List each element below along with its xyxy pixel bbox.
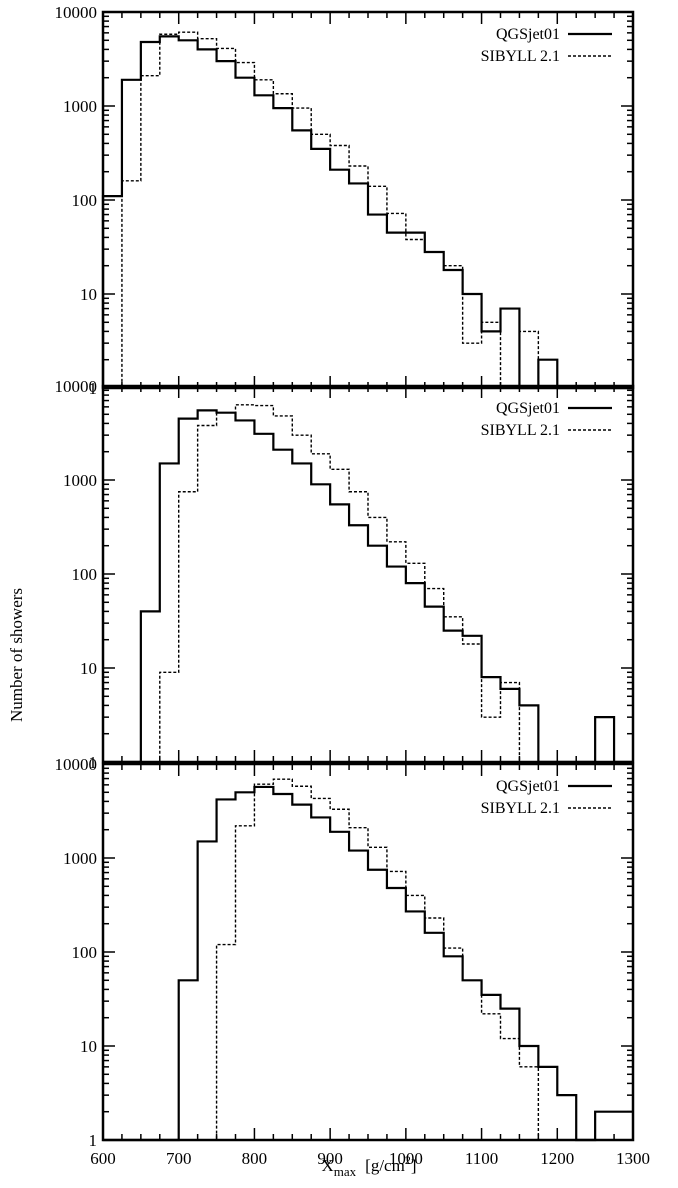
y-tick-label: 1 (89, 379, 98, 398)
series-qgsjet01-line (103, 409, 633, 764)
y-axis-label: Number of showers (7, 588, 26, 722)
y-tick-label: 10000 (55, 3, 98, 22)
panel-2: 1 10 100 1000 10000 QGSjet01 SIBYLL 2.1 (55, 377, 635, 772)
y-tick-label: 10 (80, 285, 97, 304)
y-tick-label: 10 (80, 1037, 97, 1056)
legend-label: QGSjet01 (496, 26, 560, 43)
y-tick-label: 1 (89, 753, 98, 772)
panel-3: 1 10 100 1000 10000 QGSjet01 SIBYLL 2.1 (55, 755, 635, 1150)
y-tick-label: 10000 (55, 755, 98, 774)
y-tick-label: 10 (80, 659, 97, 678)
x-tick-label: 600 (90, 1149, 116, 1168)
x-axis-tick-labels: 600 700 800 900 1000 1100 1200 1300 (90, 1149, 650, 1168)
panel-frame (101, 762, 635, 1142)
y-tick-label: 1000 (63, 97, 97, 116)
x-tick-label: 900 (317, 1149, 343, 1168)
y-tick-label: 100 (72, 565, 98, 584)
x-tick-label: 1200 (540, 1149, 574, 1168)
legend-label: QGSjet01 (496, 778, 560, 795)
y-tick-label: 10000 (55, 377, 98, 396)
x-axis-label: Xmax [g/cm2] (322, 1153, 417, 1179)
legend-label: SIBYLL 2.1 (481, 48, 560, 65)
legend-label: QGSjet01 (496, 400, 560, 417)
legend-label: SIBYLL 2.1 (481, 422, 560, 439)
y-tick-label: 100 (72, 943, 98, 962)
y-tick-label: 100 (72, 191, 98, 210)
y-tick-label: 1000 (63, 471, 97, 490)
y-tick-label: 1000 (63, 849, 97, 868)
x-tick-label: 1000 (389, 1149, 423, 1168)
x-tick-label: 1100 (465, 1149, 498, 1168)
series-qgsjet01-line (101, 35, 633, 390)
legend-label: SIBYLL 2.1 (481, 800, 560, 817)
y-tick-label: 1 (89, 1131, 98, 1150)
x-tick-label: 700 (166, 1149, 192, 1168)
series-qgsjet01-line (103, 785, 633, 1142)
panel-frame (101, 384, 635, 764)
panel-1: 1 10 100 1000 10000 QGSjet01 SIBYLL 2.1 (55, 3, 635, 398)
x-tick-label: 800 (242, 1149, 268, 1168)
series-sibyll-2-1-line (103, 778, 633, 1141)
x-tick-label: 1300 (616, 1149, 650, 1168)
series-sibyll-2-1-line (103, 404, 633, 763)
